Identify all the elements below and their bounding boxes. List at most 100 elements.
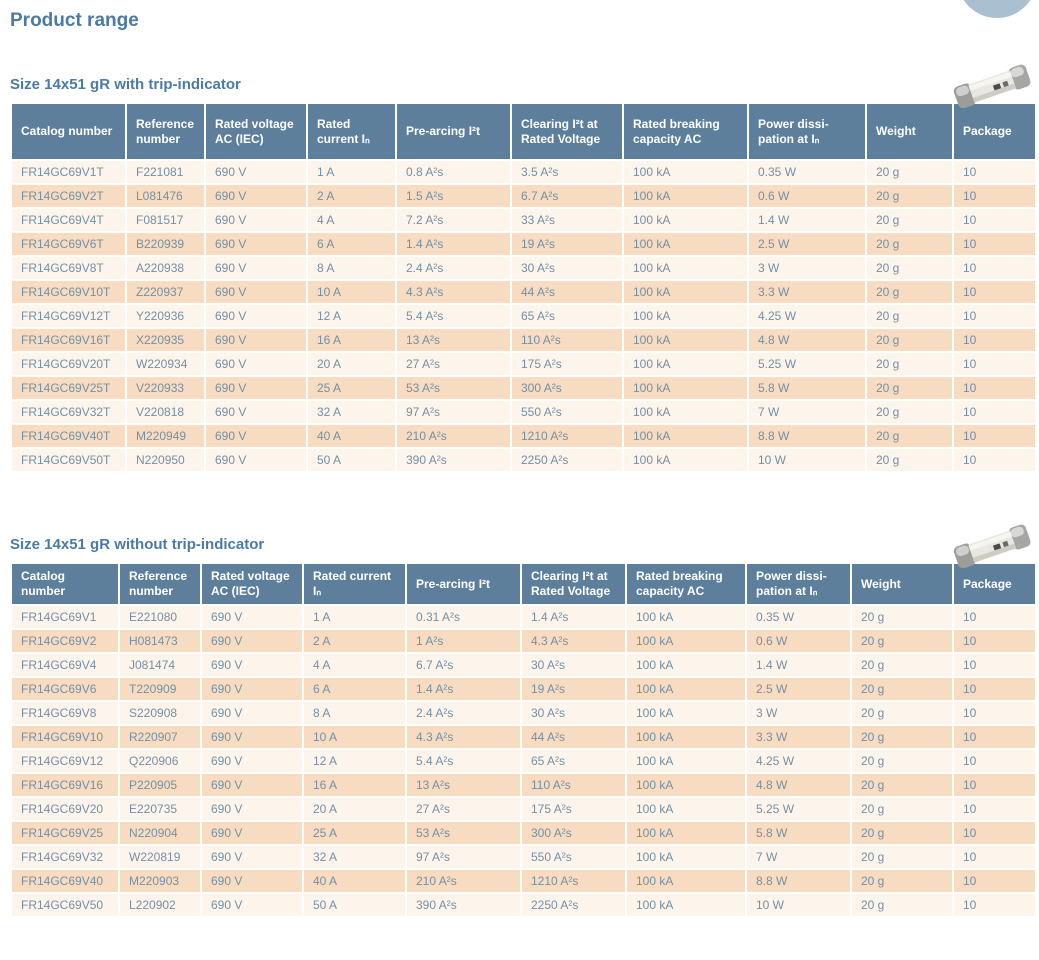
table-cell: 100 kA <box>625 844 747 870</box>
table-cell: 690 V <box>204 399 308 425</box>
table-cell: 7 W <box>745 844 852 870</box>
table-cell: 100 kA <box>622 231 749 257</box>
table-cell: B220939 <box>125 231 206 257</box>
column-header: Rated current Iₙ <box>306 102 397 161</box>
table-cell: 2.5 W <box>745 676 852 702</box>
table-cell: 20 g <box>850 868 954 894</box>
table-cell: 5.8 W <box>745 820 852 846</box>
table-cell: 100 kA <box>625 700 747 726</box>
table-cell: 44 A²s <box>510 279 624 305</box>
table-cell: 1.5 A²s <box>395 183 512 209</box>
table-cell: 10 <box>952 652 1037 678</box>
table-cell: 30 A²s <box>520 700 627 726</box>
table-cell: 3 W <box>747 255 867 281</box>
table-cell: FR14GC69V25T <box>10 375 127 401</box>
table-cell: 20 g <box>850 724 954 750</box>
column-header: Reference number <box>118 562 202 606</box>
table-cell: 1 A²s <box>405 628 522 654</box>
table-cell: 0.8 A²s <box>395 159 512 185</box>
table-cell: 8.8 W <box>745 868 852 894</box>
table-cell: 4.25 W <box>747 303 867 329</box>
table-cell: 30 A²s <box>510 255 624 281</box>
table-cell: 0.35 W <box>745 604 852 630</box>
table-cell: 12 A <box>306 303 397 329</box>
table-cell: 10 <box>952 820 1037 846</box>
table-cell: FR14GC69V20T <box>10 351 127 377</box>
table-cell: 100 kA <box>622 207 749 233</box>
table-cell: 20 g <box>865 231 954 257</box>
table-cell: 19 A²s <box>520 676 627 702</box>
table-cell: 100 kA <box>625 868 747 894</box>
table-cell: 97 A²s <box>405 844 522 870</box>
table-cell: 300 A²s <box>520 820 627 846</box>
table-cell: 4.3 A²s <box>405 724 522 750</box>
table-cell: 1.4 A²s <box>395 231 512 257</box>
table-cell: 40 A <box>306 423 397 449</box>
table-cell: 97 A²s <box>395 399 512 425</box>
table-cell: 7.2 A²s <box>395 207 512 233</box>
table-cell: FR14GC69V4T <box>10 207 127 233</box>
table-cell: 10 <box>952 724 1037 750</box>
table-cell: 0.6 W <box>745 628 852 654</box>
table-cell: T220909 <box>118 676 202 702</box>
table-cell: 690 V <box>200 724 304 750</box>
table-cell: 20 g <box>850 748 954 774</box>
table-cell: 550 A²s <box>510 399 624 425</box>
table-cell: 100 kA <box>622 327 749 353</box>
table-cell: 20 g <box>850 628 954 654</box>
table-row: FR14GC69V32T V220818 690 V 32 A 97 A²s 550 A²… <box>10 399 1037 425</box>
table-cell: 5.4 A²s <box>405 748 522 774</box>
table-row: FR14GC69V10 R220907 690 V 10 A 4.3 A²s 44 A²s… <box>10 724 1037 750</box>
table-cell: 100 kA <box>625 604 747 630</box>
table-cell: 2.5 W <box>747 231 867 257</box>
table-cell: 20 g <box>865 303 954 329</box>
table-cell: V220818 <box>125 399 206 425</box>
table-cell: 10 <box>952 772 1037 798</box>
table-cell: 16 A <box>302 772 407 798</box>
table-cell: 25 A <box>302 820 407 846</box>
table-cell: L220902 <box>118 892 202 918</box>
table-row: FR14GC69V10T Z220937 690 V 10 A 4.3 A²s 44 A²… <box>10 279 1037 305</box>
table-cell: W220819 <box>118 844 202 870</box>
table-cell: 20 g <box>865 375 954 401</box>
table-cell: 1210 A²s <box>520 868 627 894</box>
table-cell: W220934 <box>125 351 206 377</box>
table-cell: 20 g <box>865 255 954 281</box>
table-cell: 690 V <box>204 327 308 353</box>
table-cell: 1.4 W <box>745 652 852 678</box>
table-cell: 30 A²s <box>520 652 627 678</box>
table-row: FR14GC69V12T Y220936 690 V 12 A 5.4 A²s 65 A²… <box>10 303 1037 329</box>
table-cell: 27 A²s <box>395 351 512 377</box>
table-cell: FR14GC69V1 <box>10 604 120 630</box>
table-cell: 10 <box>952 796 1037 822</box>
table-cell: 100 kA <box>622 183 749 209</box>
table-cell: 8 A <box>306 255 397 281</box>
table-cell: 13 A²s <box>395 327 512 353</box>
table-cell: 6.7 A²s <box>405 652 522 678</box>
table-cell: 32 A <box>306 399 397 425</box>
table-cell: 4.8 W <box>747 327 867 353</box>
table-cell: FR14GC69V8 <box>10 700 120 726</box>
table-cell: 20 g <box>865 279 954 305</box>
table-cell: 690 V <box>200 844 304 870</box>
header-row: Catalog number Reference number Rated volt… <box>10 562 1037 606</box>
header-row: Catalog number Reference number Rated volt… <box>10 102 1037 161</box>
table-cell: 4 A <box>302 652 407 678</box>
table-cell: 100 kA <box>622 303 749 329</box>
table-cell: 10 <box>952 231 1037 257</box>
table-cell: 100 kA <box>625 748 747 774</box>
table-cell: 8 A <box>302 700 407 726</box>
table-cell: X220935 <box>125 327 206 353</box>
spec-table-without-trip: Catalog number Reference number Rated volt… <box>10 562 1037 918</box>
column-header: Rated current Iₙ <box>302 562 407 606</box>
fuse-photo-icon <box>953 64 1031 108</box>
table-cell: FR14GC69V25 <box>10 820 120 846</box>
table-cell: 10 W <box>747 447 867 473</box>
table-cell: 1.4 A²s <box>520 604 627 630</box>
table-cell: 10 <box>952 279 1037 305</box>
table-cell: FR14GC69V8T <box>10 255 127 281</box>
